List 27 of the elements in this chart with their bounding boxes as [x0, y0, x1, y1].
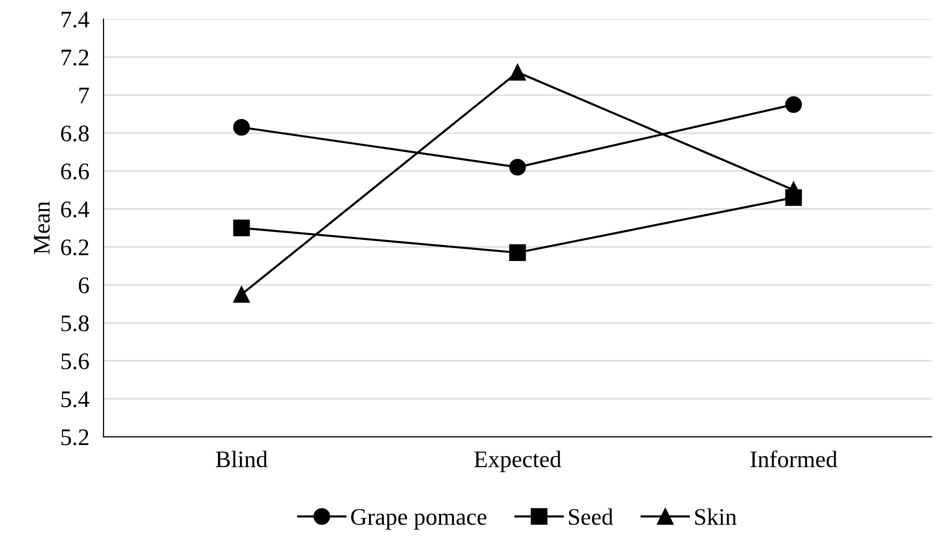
y-tick-label: 6.8: [61, 126, 89, 142]
y-tick-label: 7.4: [62, 12, 90, 28]
legend-label: Skin: [695, 508, 737, 525]
legend-label: Seed: [569, 508, 614, 525]
point: [785, 182, 802, 198]
y-tick-label: 6: [78, 277, 89, 294]
x-tick-label: Blind: [216, 450, 268, 468]
y-tick-label: 6.6: [61, 164, 89, 180]
point: [509, 64, 526, 81]
point: [509, 244, 526, 261]
y-tick-label: 6.4: [61, 202, 90, 218]
y-tick-label: 6.2: [61, 240, 88, 256]
y-tick-label: 5.6: [61, 353, 89, 370]
y-tick-label: 5.2: [61, 429, 88, 446]
legend-label: Grape pomace: [351, 509, 486, 530]
x-tick-label: Expected: [474, 450, 562, 472]
point: [785, 96, 802, 113]
point: [233, 220, 250, 236]
y-tick-label: 5.8: [61, 315, 89, 332]
y-axis-title: Mean: [34, 201, 50, 254]
y-tick-label: 7.2: [62, 50, 88, 66]
point: [509, 158, 526, 176]
point: [233, 286, 250, 303]
y-tick-label: 5.4: [61, 391, 90, 408]
y-tick-label: 7: [79, 88, 89, 104]
point: [233, 118, 250, 136]
x-tick-label: Informed: [750, 450, 838, 468]
